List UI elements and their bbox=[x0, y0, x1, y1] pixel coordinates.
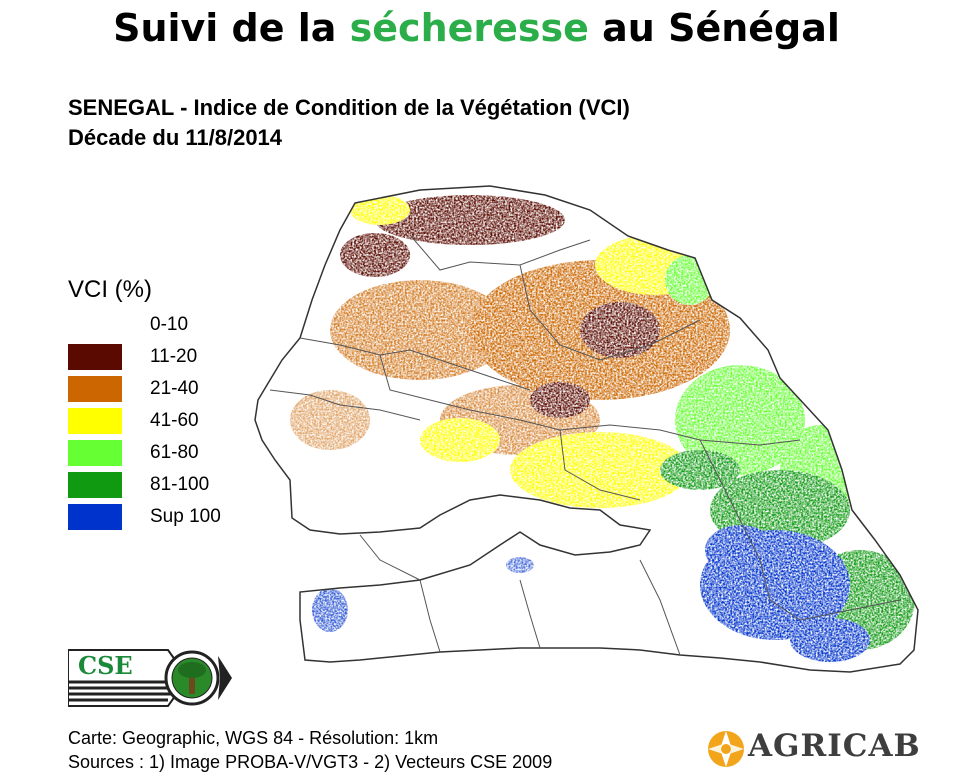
legend-item: Sup 100 bbox=[68, 504, 268, 532]
legend-label: 61-80 bbox=[150, 442, 199, 463]
cse-logo-text: CSE bbox=[78, 651, 133, 680]
legend-label: 81-100 bbox=[150, 474, 210, 495]
region-boundaries bbox=[254, 185, 919, 673]
legend-label: 11-20 bbox=[150, 346, 198, 367]
legend-item: 11-20 bbox=[68, 344, 268, 372]
map-title: SENEGAL - Indice de Condition de la Végé… bbox=[68, 93, 630, 153]
headline-end: au Sénégal bbox=[588, 6, 840, 50]
headline: Suivi de la sécheresse au Sénégal bbox=[0, 6, 953, 50]
map-footer: Carte: Geographic, WGS 84 - Résolution: … bbox=[68, 726, 552, 774]
legend-item: 81-100 bbox=[68, 472, 268, 500]
agricab-emblem-icon bbox=[708, 731, 744, 767]
map-title-line2: Décade du 11/8/2014 bbox=[68, 125, 283, 150]
headline-start: Suivi de la bbox=[113, 6, 350, 50]
legend-swatch bbox=[68, 376, 122, 402]
vci-raster bbox=[255, 186, 918, 672]
cse-logo: CSE bbox=[68, 646, 232, 710]
legend-item: 41-60 bbox=[68, 408, 268, 436]
legend-item: 61-80 bbox=[68, 440, 268, 468]
legend-label: 41-60 bbox=[150, 410, 199, 431]
legend-item: 0-10 bbox=[68, 312, 268, 340]
legend-swatch bbox=[68, 312, 122, 338]
footer-sources: Sources : 1) Image PROBA-V/VGT3 - 2) Vec… bbox=[68, 752, 553, 772]
legend-label: 0-10 bbox=[150, 314, 189, 335]
legend-label: 21-40 bbox=[150, 378, 199, 399]
agricab-logo: AGRICAB bbox=[702, 722, 942, 776]
map-title-line1: SENEGAL - Indice de Condition de la Végé… bbox=[68, 95, 630, 120]
legend-swatch bbox=[68, 504, 122, 530]
legend-label: Sup 100 bbox=[150, 506, 221, 527]
agricab-wordmark: AGRICAB bbox=[748, 728, 921, 764]
legend-swatch bbox=[68, 440, 122, 466]
legend-swatch bbox=[68, 472, 122, 498]
legend-item: 21-40 bbox=[68, 376, 268, 404]
legend-swatch bbox=[68, 344, 122, 370]
headline-highlight: sécheresse bbox=[349, 6, 589, 50]
legend-swatch bbox=[68, 408, 122, 434]
legend-title: VCI (%) bbox=[68, 276, 152, 303]
footer-projection: Carte: Geographic, WGS 84 - Résolution: … bbox=[68, 728, 439, 748]
